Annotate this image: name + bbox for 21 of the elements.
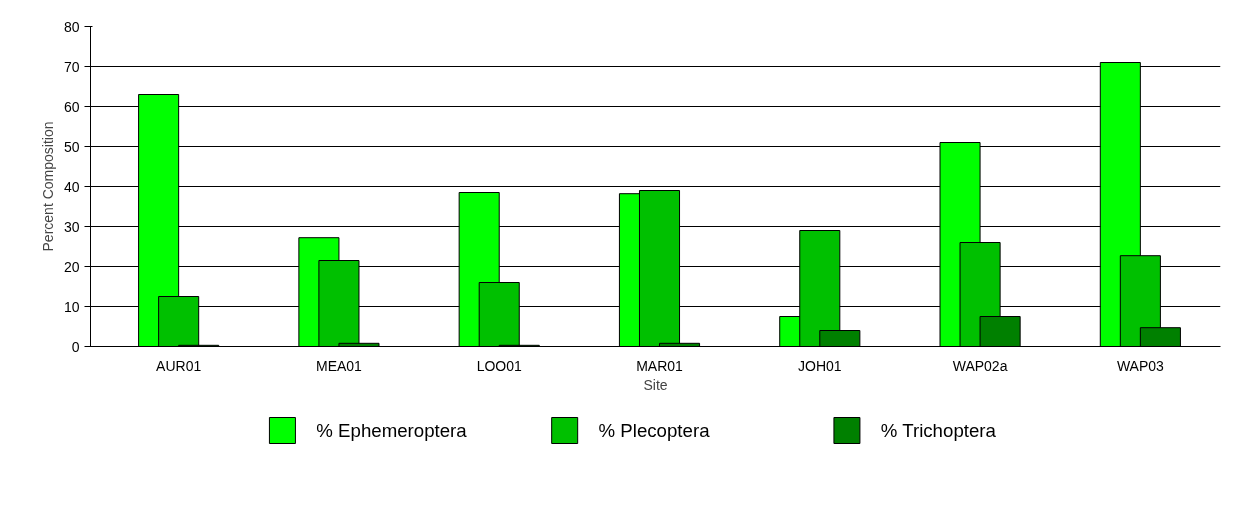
y-tick-label: 40 bbox=[63, 178, 80, 195]
x-tick-label: AUR01 bbox=[156, 357, 202, 374]
y-tick-label: 20 bbox=[63, 258, 80, 275]
y-tick-label: 10 bbox=[63, 298, 80, 315]
y-tick-label: 70 bbox=[63, 58, 80, 75]
y-tick-label: 0 bbox=[71, 338, 80, 355]
legend-label: % Ephemeroptera bbox=[316, 420, 468, 441]
y-tick-label: 80 bbox=[63, 18, 80, 35]
x-tick-label: LOO01 bbox=[476, 357, 523, 374]
legend-label: % Plecoptera bbox=[598, 420, 711, 441]
x-tick-label: MEA01 bbox=[315, 357, 363, 374]
legend-label: % Trichoptera bbox=[880, 420, 997, 441]
x-tick-label: MAR01 bbox=[636, 357, 684, 374]
x-tick-label: JOH01 bbox=[798, 357, 842, 374]
y-axis-title: Percent Composition bbox=[39, 121, 56, 252]
x-tick-label: WAP03 bbox=[1116, 357, 1165, 374]
y-tick-label: 60 bbox=[63, 98, 80, 115]
y-tick-label: 30 bbox=[63, 218, 80, 235]
x-axis-title: Site bbox=[643, 376, 668, 393]
y-tick-label: 50 bbox=[63, 138, 80, 155]
x-tick-label: WAP02a bbox=[952, 357, 1008, 374]
